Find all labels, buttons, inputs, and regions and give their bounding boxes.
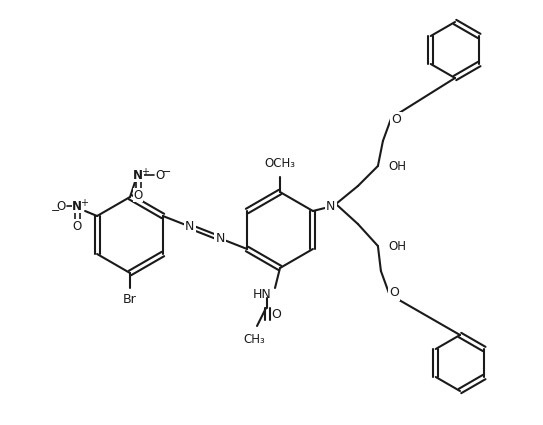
Text: OCH₃: OCH₃	[264, 157, 295, 170]
Text: N: N	[216, 232, 225, 245]
Text: OH: OH	[388, 159, 406, 173]
Text: CH₃: CH₃	[243, 333, 265, 346]
Text: N: N	[326, 199, 336, 212]
Text: O: O	[72, 219, 81, 232]
Text: −: −	[50, 206, 60, 216]
Text: O: O	[155, 168, 165, 181]
Text: O: O	[56, 199, 66, 212]
Text: N: N	[133, 168, 143, 181]
Text: −: −	[162, 167, 172, 177]
Text: Br: Br	[123, 293, 137, 306]
Text: N: N	[185, 220, 194, 233]
Text: N: N	[72, 199, 82, 212]
Text: +: +	[80, 198, 88, 208]
Text: O: O	[134, 189, 143, 201]
Text: O: O	[389, 286, 399, 300]
Text: +: +	[141, 167, 149, 177]
Text: OH: OH	[388, 240, 406, 252]
Text: O: O	[271, 308, 281, 320]
Text: HN: HN	[252, 287, 271, 300]
Text: O: O	[391, 113, 401, 125]
